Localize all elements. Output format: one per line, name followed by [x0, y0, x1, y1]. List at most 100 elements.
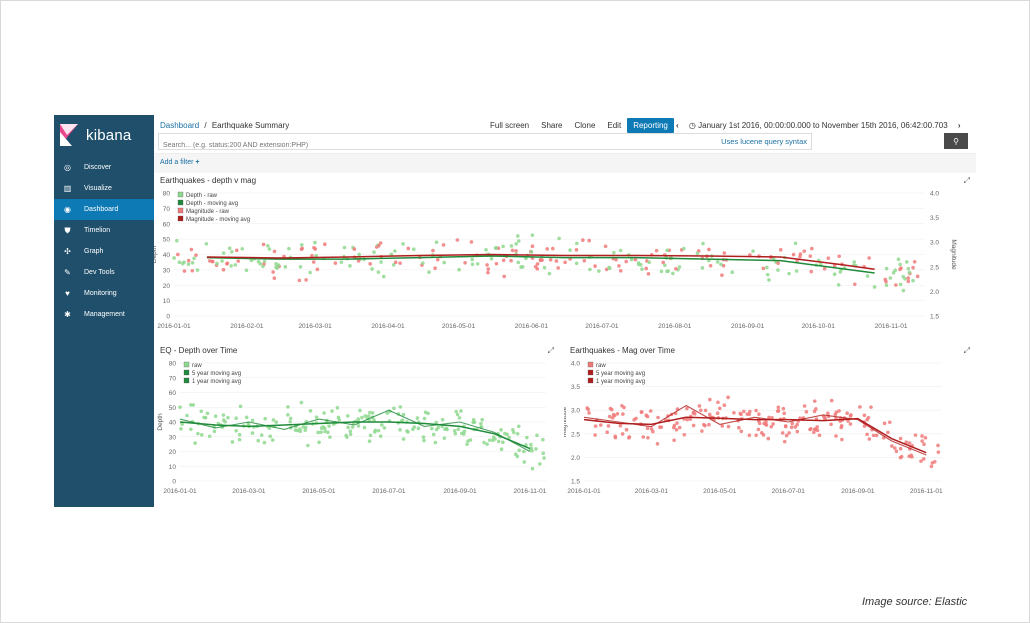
- edit-button[interactable]: Edit: [607, 121, 622, 130]
- lucene-syntax-link[interactable]: Uses lucene query syntax: [721, 137, 807, 146]
- raw-point: [382, 426, 387, 430]
- moving-avg-line-0: [179, 421, 531, 450]
- raw-point: [422, 416, 427, 421]
- share-button[interactable]: Share: [541, 121, 563, 130]
- raw-point: [618, 269, 623, 273]
- raw-point: [308, 270, 312, 275]
- raw-point: [308, 409, 313, 413]
- raw-point: [795, 429, 800, 434]
- raw-point: [568, 248, 572, 252]
- raw-point: [874, 433, 879, 438]
- raw-point: [648, 409, 653, 413]
- legend-label: 1 year moving avg: [192, 379, 241, 385]
- raw-point: [906, 276, 911, 280]
- raw-point: [646, 435, 650, 440]
- raw-point: [515, 454, 520, 459]
- raw-point: [608, 406, 613, 411]
- raw-point: [726, 424, 731, 429]
- clone-button[interactable]: Clone: [574, 121, 596, 130]
- compass-icon: ◎: [64, 163, 71, 172]
- x-tick-label: 2016-05-01: [703, 488, 737, 495]
- raw-point: [202, 415, 206, 420]
- raw-point: [798, 254, 802, 259]
- raw-point: [346, 425, 350, 430]
- legend-label: 5 year moving avg: [192, 371, 241, 377]
- raw-point: [606, 424, 611, 428]
- raw-point: [186, 258, 191, 263]
- expand-icon[interactable]: ⤢: [963, 176, 970, 185]
- raw-point: [542, 456, 546, 460]
- x-tick-label: 2016-07-01: [585, 323, 619, 330]
- raw-point: [581, 238, 585, 242]
- raw-point: [463, 260, 467, 265]
- raw-point: [715, 260, 720, 264]
- chevron-right-icon[interactable]: ›: [957, 121, 961, 130]
- raw-point: [677, 265, 682, 269]
- raw-point: [489, 256, 494, 261]
- raw-point: [707, 422, 711, 427]
- y-tick-label: 60: [163, 221, 171, 228]
- chevron-left-icon[interactable]: ‹: [676, 121, 679, 130]
- raw-point: [907, 441, 912, 445]
- raw-point: [550, 246, 555, 251]
- raw-point: [259, 433, 264, 437]
- breadcrumb-current: Earthquake Summary: [211, 121, 290, 130]
- sidebar-item-timelion[interactable]: ⛊ Timelion: [54, 220, 154, 241]
- sidebar-item-dev-tools[interactable]: ✎ Dev Tools: [54, 262, 154, 283]
- sidebar-item-visualize[interactable]: ▥ Visualize: [54, 178, 154, 199]
- raw-point: [335, 406, 340, 410]
- raw-point: [415, 416, 420, 420]
- legend-swatch: [587, 377, 594, 384]
- raw-point: [708, 397, 712, 402]
- add-filter-button[interactable]: Add a filter +: [160, 159, 200, 166]
- raw-point: [761, 266, 766, 271]
- raw-point: [607, 265, 611, 270]
- top-bar: Dashboard / Earthquake Summary Full scre…: [154, 115, 976, 153]
- raw-point: [249, 258, 254, 263]
- raw-point: [422, 438, 426, 443]
- raw-point: [597, 269, 601, 273]
- expand-icon[interactable]: ⤢: [547, 346, 554, 355]
- search-input[interactable]: [159, 138, 585, 153]
- expand-icon[interactable]: ⤢: [963, 346, 970, 355]
- raw-point: [486, 267, 491, 271]
- y-tick-label: 40: [169, 420, 177, 427]
- sidebar-item-discover[interactable]: ◎ Discover: [54, 157, 154, 178]
- raw-point: [767, 278, 771, 282]
- raw-point: [808, 254, 813, 258]
- raw-point: [434, 427, 439, 432]
- sidebar-item-monitoring[interactable]: ♥ Monitoring: [54, 283, 154, 304]
- sidebar-item-management[interactable]: ✱ Management: [54, 304, 154, 325]
- raw-point: [618, 248, 623, 253]
- raw-point: [376, 270, 381, 274]
- kibana-logo[interactable]: kibana: [60, 123, 131, 147]
- raw-point: [574, 261, 579, 266]
- sidebar-nav: ◎ Discover ▥ Visualize ◉ Dashboard ⛊ Timelion ✣ G…: [54, 157, 154, 325]
- raw-point: [301, 425, 306, 429]
- raw-point: [234, 248, 239, 253]
- dashboard-icon: ◉: [64, 205, 71, 214]
- search-button[interactable]: ⚲: [944, 133, 968, 149]
- raw-point: [782, 439, 787, 444]
- raw-point: [535, 262, 540, 266]
- time-range-label[interactable]: January 1st 2016, 00:00:00.000 to Novemb…: [698, 121, 948, 130]
- sidebar-item-dashboard[interactable]: ◉ Dashboard: [54, 199, 154, 220]
- raw-point: [398, 428, 402, 432]
- breadcrumb-dashboard-link[interactable]: Dashboard: [160, 121, 200, 130]
- raw-point: [378, 434, 383, 438]
- legend-label: raw: [192, 363, 202, 369]
- raw-point: [840, 437, 844, 442]
- raw-point: [862, 424, 867, 428]
- legend-label: Magnitude - moving avg: [186, 217, 250, 223]
- legend-label: raw: [596, 363, 606, 369]
- raw-point: [185, 413, 189, 418]
- raw-point: [190, 261, 195, 265]
- raw-point: [812, 409, 817, 414]
- raw-point: [393, 260, 398, 265]
- full-screen-button[interactable]: Full screen: [490, 121, 530, 130]
- raw-point: [199, 409, 204, 414]
- raw-point: [470, 262, 475, 267]
- sidebar-item-graph[interactable]: ✣ Graph: [54, 241, 154, 262]
- raw-point: [487, 438, 492, 442]
- reporting-button[interactable]: Reporting: [627, 118, 674, 133]
